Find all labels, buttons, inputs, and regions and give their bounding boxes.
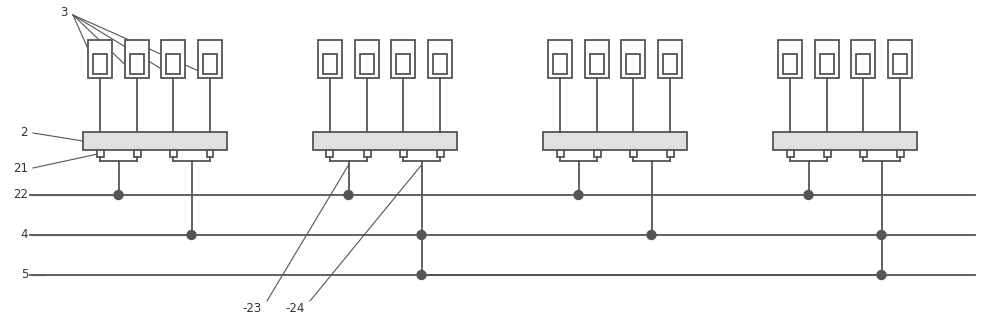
Bar	[318, 40, 342, 78]
Bar	[556, 150, 564, 157]
Bar	[888, 40, 912, 78]
Bar	[893, 54, 907, 74]
Circle shape	[417, 270, 426, 279]
Bar	[166, 54, 180, 74]
Bar	[323, 54, 337, 74]
Bar	[666, 150, 674, 157]
Bar	[585, 40, 609, 78]
Bar	[851, 40, 875, 78]
Text: 4: 4	[21, 228, 28, 242]
Bar	[860, 150, 867, 157]
Bar	[630, 150, 637, 157]
Bar	[626, 54, 640, 74]
Text: 22: 22	[13, 189, 28, 202]
Bar	[326, 150, 333, 157]
Bar	[125, 40, 149, 78]
Circle shape	[877, 231, 886, 239]
Bar	[433, 54, 447, 74]
Bar	[896, 150, 904, 157]
Bar	[786, 150, 794, 157]
Bar	[88, 40, 112, 78]
Bar	[134, 150, 141, 157]
Bar	[590, 54, 604, 74]
Circle shape	[187, 231, 196, 239]
Text: 3: 3	[61, 6, 68, 19]
Text: -24: -24	[286, 303, 305, 316]
Bar	[663, 54, 677, 74]
Circle shape	[574, 191, 583, 200]
Circle shape	[877, 270, 886, 279]
Bar	[815, 40, 839, 78]
Bar	[820, 54, 834, 74]
Bar	[198, 40, 222, 78]
Bar	[96, 150, 104, 157]
Circle shape	[344, 191, 353, 200]
Bar	[543, 132, 687, 150]
Circle shape	[647, 231, 656, 239]
Bar	[658, 40, 682, 78]
Text: 5: 5	[21, 268, 28, 282]
Bar	[355, 40, 379, 78]
Bar	[436, 150, 444, 157]
Bar	[161, 40, 185, 78]
Bar	[548, 40, 572, 78]
Bar	[621, 40, 645, 78]
Bar	[83, 132, 227, 150]
Bar	[783, 54, 797, 74]
Bar	[360, 54, 374, 74]
Bar	[594, 150, 600, 157]
Circle shape	[804, 191, 813, 200]
Bar	[778, 40, 802, 78]
Bar	[773, 132, 917, 150]
Bar	[130, 54, 144, 74]
Bar	[391, 40, 415, 78]
Bar	[396, 54, 410, 74]
Bar	[364, 150, 370, 157]
Bar	[856, 54, 870, 74]
Bar	[428, 40, 452, 78]
Text: 2: 2	[21, 127, 28, 140]
Bar	[313, 132, 457, 150]
Text: 21: 21	[13, 162, 28, 174]
Bar	[553, 54, 567, 74]
Bar	[400, 150, 406, 157]
Bar	[93, 54, 107, 74]
Text: -23: -23	[243, 303, 262, 316]
Circle shape	[417, 231, 426, 239]
Bar	[170, 150, 176, 157]
Bar	[824, 150, 830, 157]
Circle shape	[114, 191, 123, 200]
Bar	[207, 150, 213, 157]
Bar	[203, 54, 217, 74]
